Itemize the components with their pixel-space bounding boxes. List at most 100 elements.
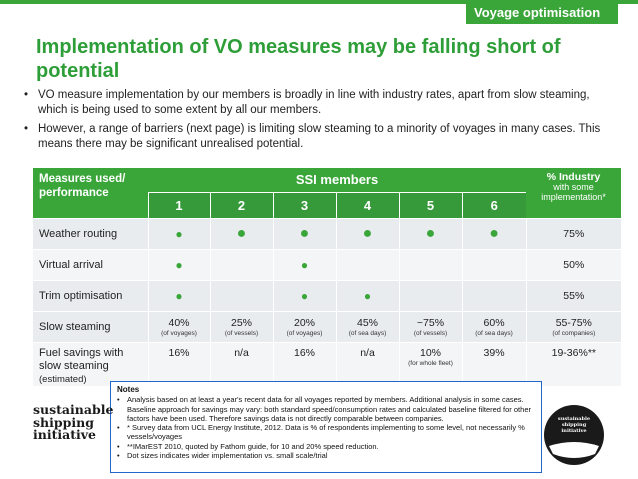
header-industry: % Industry with some implementation* <box>526 168 622 219</box>
large-dot-icon: ● <box>299 224 310 242</box>
cell-value: 40% <box>168 316 190 329</box>
header-measures: Measures used/ performance <box>33 168 148 219</box>
cell-sub: (of sea days) <box>348 329 387 337</box>
row-label: Slow steaming <box>33 311 148 343</box>
table-cell <box>461 249 527 281</box>
badge-hull-icon <box>549 442 599 458</box>
cell-value: 20% <box>293 316 315 329</box>
cell-sub: (of vessels) <box>224 329 259 337</box>
cell-value: 16% <box>168 346 190 359</box>
logo-line: sustainable <box>33 402 114 417</box>
top-accent-bar <box>0 0 638 4</box>
cell-sub: (of vessels) <box>413 329 448 337</box>
large-dot-icon: ● <box>236 224 247 242</box>
table-row-fuel-savings: Fuel savings with slow steaming (estimat… <box>33 342 622 387</box>
table-cell: ~75% (of vessels) <box>398 311 462 343</box>
note-item: • Dot sizes indicates wider implementatio… <box>117 451 535 460</box>
bullet-text: However, a range of barriers (next page)… <box>38 123 601 150</box>
table-cell: ● <box>335 280 399 312</box>
table-cell: ● <box>209 218 273 250</box>
bullet-item: • However, a range of barriers (next pag… <box>24 122 604 152</box>
table-cell: 25% (of vessels) <box>209 311 273 343</box>
table-cell: 10% (for whole fleet) <box>398 342 462 387</box>
table-cell <box>398 280 462 312</box>
table-cell <box>209 280 273 312</box>
cell-sub: (of voyages) <box>161 329 197 337</box>
industry-cell: 50% <box>525 249 622 281</box>
table-cell <box>398 249 462 281</box>
row-label: Virtual arrival <box>33 249 148 281</box>
small-dot-icon: ● <box>175 226 183 241</box>
page-title: Implementation of VO measures may be fal… <box>36 36 561 82</box>
cell-value: 45% <box>356 316 378 329</box>
header-member-2: 2 <box>209 192 273 219</box>
cell-value: 16% <box>293 346 315 359</box>
fuel-label: Fuel savings with slow steaming <box>39 346 124 372</box>
small-dot-icon: ● <box>175 288 183 303</box>
table-cell <box>209 249 273 281</box>
row-label: Weather routing <box>33 218 148 250</box>
header-member-1: 1 <box>147 192 210 219</box>
row-label: Fuel savings with slow steaming (estimat… <box>33 342 148 387</box>
measures-table: Measures used/ performance SSI members %… <box>33 168 622 387</box>
bullet-dot-icon: • <box>24 89 29 101</box>
badge-text: initiative <box>561 428 586 434</box>
table-cell <box>335 249 399 281</box>
table-cell: 60% (of sea days) <box>461 311 527 343</box>
table-cell: n/a <box>335 342 399 387</box>
table-cell: ● <box>147 218 210 250</box>
table-cell: 45% (of sea days) <box>335 311 399 343</box>
small-dot-icon: ● <box>363 288 372 303</box>
cell-value: 10% <box>419 346 441 359</box>
logo-line: shipping <box>33 414 94 430</box>
cell-value: ~75% <box>416 316 445 329</box>
table-row: Virtual arrival ● ● 50% <box>33 249 622 281</box>
note-item: • * Survey data from UCL Energy Institute… <box>117 423 535 442</box>
note-text: **IMarEST 2010, quoted by Fathom guide, … <box>127 441 379 451</box>
note-text: Analysis based on at least a year's rece… <box>127 395 531 423</box>
industry-cell: 75% <box>525 218 622 250</box>
header-member-5: 5 <box>398 192 462 219</box>
table-cell: ● <box>335 218 399 250</box>
bullet-list: • VO measure implementation by our membe… <box>24 88 604 156</box>
row-label: Trim optimisation <box>33 280 148 312</box>
table-row-slow-steaming: Slow steaming 40% (of voyages) 25% (of vess… <box>33 311 622 343</box>
bullet-item: • VO measure implementation by our membe… <box>24 88 604 118</box>
cell-value: 60% <box>483 316 505 329</box>
table-cell: ● <box>398 218 462 250</box>
table-cell: n/a <box>209 342 273 387</box>
table-cell: ● <box>147 280 210 312</box>
table-row: Weather routing ● ● ● ● ● ● 75% <box>33 218 622 250</box>
table-cell: ● <box>272 280 336 312</box>
table-cell <box>461 280 527 312</box>
table-cell: ● <box>147 249 210 281</box>
bullet-dot-icon: • <box>117 451 120 461</box>
section-tag: Voyage optimisation <box>466 2 618 24</box>
table-cell: 16% <box>147 342 210 387</box>
notes-box: Notes • Analysis based on at least a year… <box>110 381 542 473</box>
badge-text: sustainable <box>558 416 590 422</box>
table-cell: ● <box>272 218 336 250</box>
ssi-badge-icon: sustainable shipping initiative <box>544 405 604 465</box>
cell-value: 55-75% <box>555 316 592 329</box>
industry-cell: 19-36%** <box>525 342 622 387</box>
table-cell: 55-75% (of companies) <box>525 311 622 343</box>
large-dot-icon: ● <box>362 224 373 242</box>
cell-value: 25% <box>230 316 252 329</box>
bullet-dot-icon: • <box>24 123 29 135</box>
notes-heading: Notes <box>117 385 140 394</box>
bullet-text: VO measure implementation by our members… <box>38 89 590 116</box>
cell-sub: (of sea days) <box>475 329 513 337</box>
cell-sub: (for whole fleet) <box>408 359 453 367</box>
bullet-dot-icon: • <box>117 441 120 451</box>
cell-value: n/a <box>234 346 249 359</box>
large-dot-icon: ● <box>425 224 436 242</box>
badge-text: shipping <box>562 422 587 428</box>
small-dot-icon: ● <box>300 288 309 303</box>
header-industry-sub: with some implementation* <box>541 182 606 202</box>
header-ssi-members: SSI members <box>148 168 527 193</box>
note-text: Dot sizes indicates wider implementation… <box>127 451 328 461</box>
cell-value: 39% <box>483 346 505 359</box>
table-cell: ● <box>461 218 527 250</box>
table-cell: ● <box>272 249 336 281</box>
